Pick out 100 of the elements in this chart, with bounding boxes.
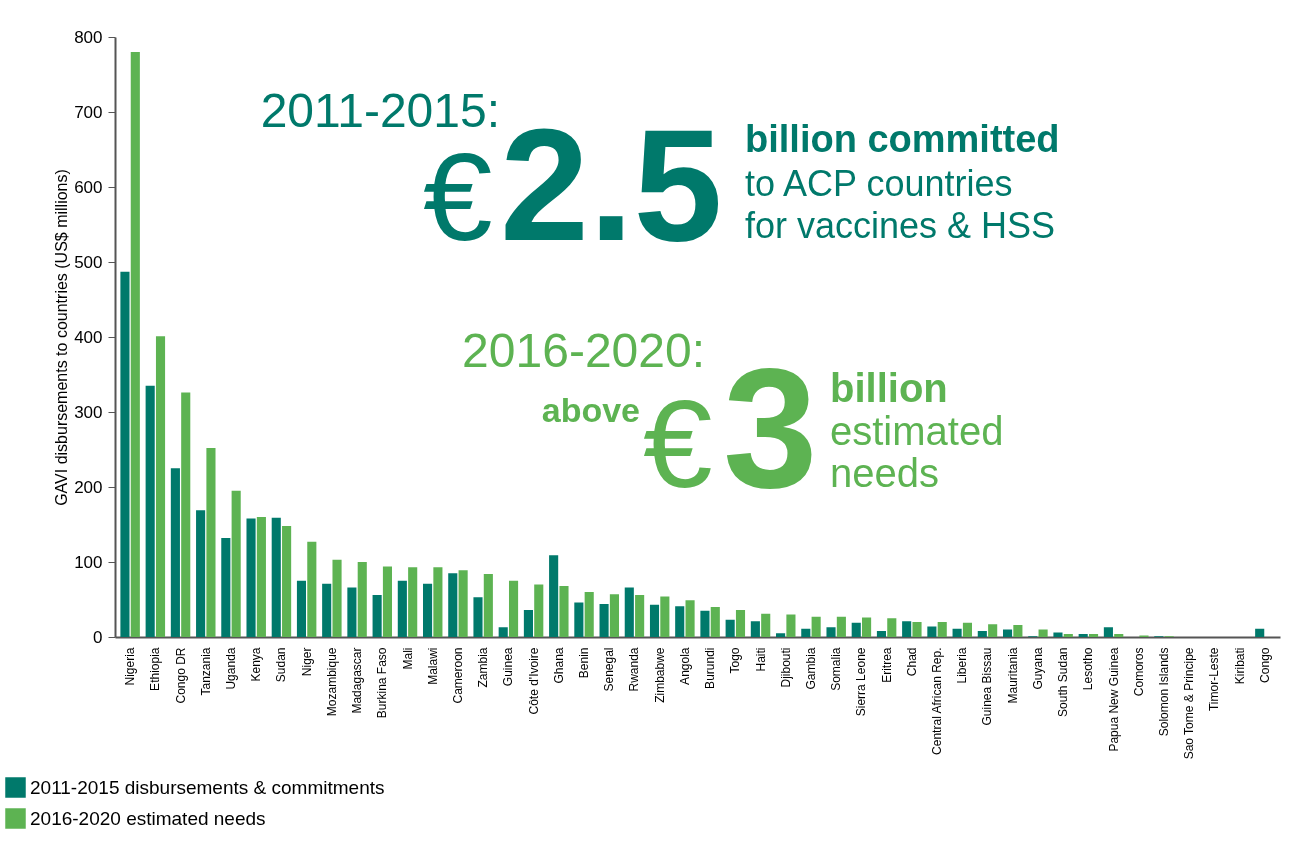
- x-tick-label: Malawi: [425, 647, 440, 685]
- x-tick-label: Burundi: [703, 647, 718, 689]
- bar: [221, 538, 231, 637]
- bar: [912, 622, 922, 637]
- bar: [851, 622, 861, 637]
- x-tick-label: Chad: [904, 647, 919, 677]
- x-tick-label: Guinea Bissau: [980, 647, 995, 726]
- bar: [508, 580, 519, 637]
- bar: [811, 616, 821, 637]
- x-tick-label: Ghana: [551, 647, 566, 684]
- bar: [1114, 634, 1124, 637]
- bar: [181, 392, 191, 637]
- bar: [776, 633, 786, 637]
- x-tick-label: Burkina Faso: [375, 647, 390, 719]
- bar: [710, 607, 720, 637]
- annotation: for vaccines & HSS: [745, 205, 1056, 246]
- bar: [725, 619, 735, 637]
- annotation: 2.5: [500, 95, 723, 274]
- bar: [498, 627, 508, 637]
- y-tick-label: 400: [74, 327, 103, 347]
- x-tick-label: Zimbabwe: [652, 647, 667, 703]
- bar: [559, 586, 569, 637]
- y-tick-label: 700: [74, 102, 103, 122]
- bar: [382, 566, 393, 637]
- y-tick-label: 800: [74, 27, 103, 47]
- bar: [624, 587, 634, 637]
- annotation: to ACP countries: [745, 163, 1013, 204]
- bar: [962, 622, 972, 637]
- bar: [296, 580, 307, 637]
- bar: [1053, 632, 1063, 637]
- bar: [887, 618, 897, 637]
- bar: [660, 596, 670, 637]
- x-tick-label: Lesotho: [1081, 647, 1096, 691]
- bar: [862, 617, 872, 637]
- bar: [206, 448, 216, 637]
- bar: [750, 621, 760, 637]
- bar: [120, 271, 130, 637]
- x-tick-label: Madagascar: [350, 647, 365, 714]
- legend-label: 2016-2020 estimated needs: [30, 807, 266, 829]
- bar: [1038, 629, 1048, 637]
- bar: [1002, 629, 1013, 637]
- bar: [282, 526, 292, 637]
- x-tick-label: Nigeria: [123, 647, 138, 686]
- bar: [231, 490, 241, 637]
- bar: [584, 592, 594, 637]
- bar: [130, 52, 140, 637]
- bar: [1078, 634, 1088, 637]
- legend-label: 2011-2015 disbursements & commitments: [30, 776, 385, 798]
- x-tick-label: Kiribati: [1232, 647, 1247, 685]
- bar: [937, 622, 947, 637]
- x-tick-label: Congo DR: [173, 647, 188, 704]
- x-tick-label: Timor-Leste: [1207, 647, 1222, 712]
- x-tick-label: Benin: [577, 647, 592, 679]
- bar: [271, 517, 281, 637]
- bar: [155, 336, 166, 637]
- bar: [927, 626, 937, 637]
- bar: [685, 600, 695, 637]
- bar: [170, 468, 180, 637]
- bar: [372, 595, 382, 637]
- bar: [836, 616, 846, 637]
- x-tick-label: Sierra Leone: [854, 647, 869, 717]
- annotation: needs: [830, 451, 939, 495]
- x-tick-label: Senegal: [602, 647, 617, 692]
- bar: [977, 631, 987, 637]
- bar: [523, 610, 533, 637]
- y-tick-label: 500: [74, 252, 103, 272]
- bar: [635, 595, 645, 637]
- x-tick-label: Mozambique: [324, 647, 339, 717]
- annotation: 2016-2020:: [462, 324, 705, 377]
- x-tick-label: Kenya: [249, 647, 264, 682]
- x-tick-label: South Sudan: [1056, 647, 1071, 717]
- bar: [649, 604, 660, 637]
- bar: [952, 628, 962, 637]
- x-tick-label: Angola: [677, 647, 692, 685]
- x-tick-label: Mauritania: [1005, 647, 1020, 704]
- bar: [357, 562, 367, 637]
- bar: [458, 570, 468, 637]
- x-tick-label: Sudan: [274, 647, 289, 683]
- y-tick-label: 200: [74, 477, 103, 497]
- y-tick-label: 300: [74, 402, 103, 422]
- annotation: €: [643, 374, 713, 513]
- x-tick-label: Uganda: [224, 647, 238, 690]
- x-tick-label: Tanzania: [198, 647, 213, 696]
- x-tick-label: Sao Tome & Principe: [1182, 647, 1197, 760]
- bar: [574, 602, 584, 637]
- bar: [246, 518, 256, 637]
- bar: [397, 580, 407, 637]
- bar: [735, 610, 746, 637]
- bar: [700, 610, 710, 637]
- bar: [448, 573, 458, 637]
- bar: [786, 614, 796, 637]
- x-tick-label: Liberia: [955, 647, 970, 684]
- x-tick-label: Somalia: [829, 647, 844, 691]
- y-tick-label: 600: [74, 177, 103, 197]
- x-tick-label: Guyana: [1030, 647, 1045, 690]
- bar: [347, 587, 357, 637]
- bar: [196, 510, 206, 637]
- annotation: above: [541, 391, 640, 429]
- annotation: estimated: [830, 409, 1004, 453]
- annotation: billion: [830, 366, 948, 410]
